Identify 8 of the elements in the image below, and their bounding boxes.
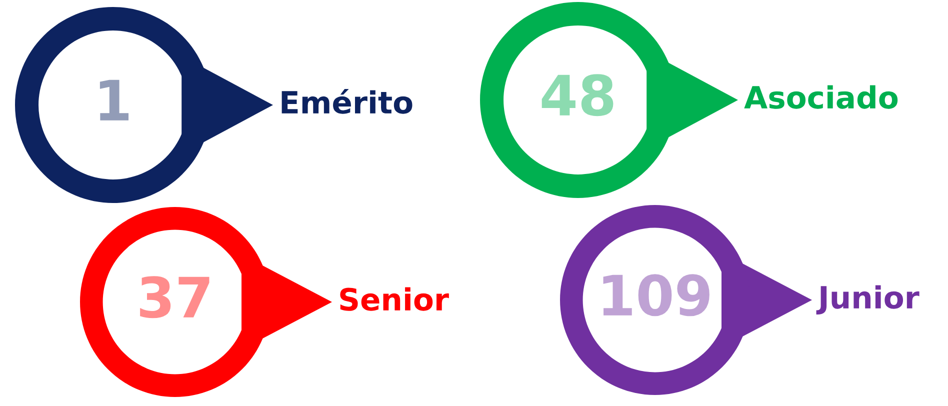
category-label: Junior	[816, 285, 920, 315]
data-label: 48	[542, 74, 614, 116]
category-label: Asociado	[744, 85, 898, 109]
data-label: 109	[603, 274, 710, 316]
category-label: Emérito	[282, 88, 412, 114]
data-label: 1	[100, 80, 129, 120]
data-label: 37	[140, 276, 210, 318]
category-label: Senior	[340, 287, 449, 311]
